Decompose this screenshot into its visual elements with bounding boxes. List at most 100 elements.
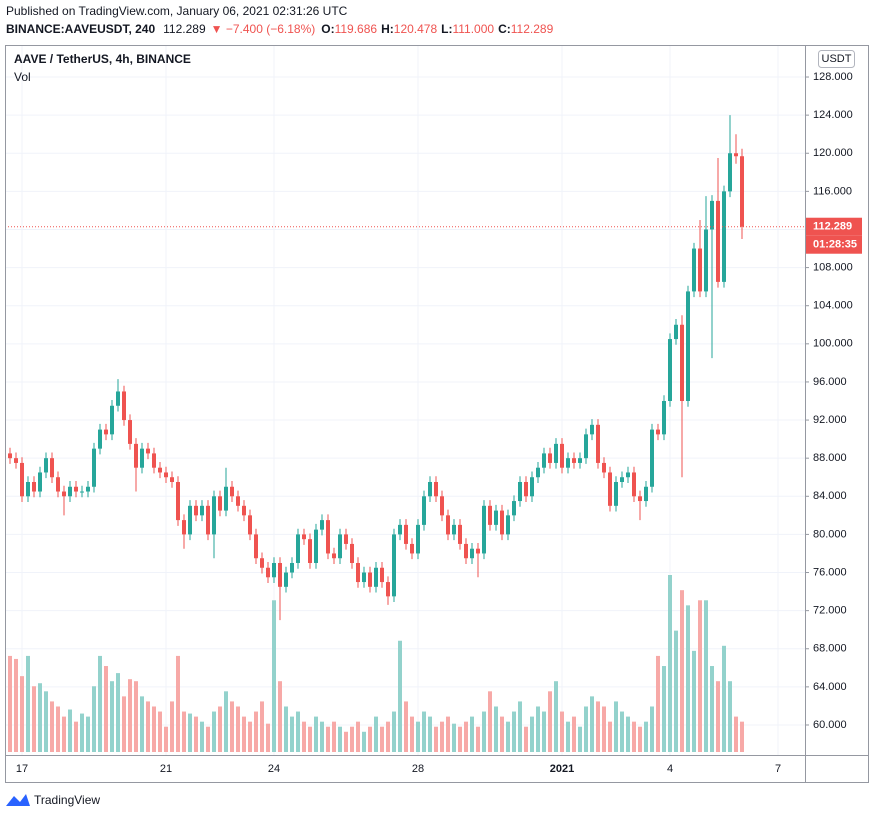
h-label: H: [381,22,394,36]
volume-bar [302,721,306,752]
volume-bar [146,701,150,752]
volume-bar [338,726,342,752]
volume-bar [188,713,192,752]
candle-body [128,420,132,444]
x-tick-label: 28 [412,763,424,775]
volume-bar [38,683,42,752]
candle-body [188,505,192,535]
candle-body [338,534,342,559]
candle-body [416,524,420,554]
candle-body [332,553,336,559]
candle-body [302,534,306,540]
volume-bar [404,701,408,752]
currency-badge [818,50,855,68]
candle-body [626,472,630,478]
candle-body [164,472,168,478]
volume-bar [614,701,618,752]
last-price-box [806,217,862,236]
candle-body [578,458,582,463]
candle-body [518,481,522,502]
candle-body [536,467,540,478]
candle-body [254,534,258,559]
candle-body [152,453,156,468]
candle-body [272,562,276,578]
volume-bar [566,721,570,752]
y-tick-label: 84.000 [813,490,847,502]
volume-bar [662,666,666,752]
c-label: C: [498,22,511,36]
last-price-label: 112.289 [813,221,852,233]
volume-bar [542,711,546,752]
candle-body [44,458,48,473]
volume-bar [512,711,516,752]
volume-bar [422,711,426,752]
volume-bar [320,721,324,752]
candle-body [404,524,408,544]
candle-body [86,486,90,492]
frame [5,45,869,783]
candle-body [572,458,576,463]
volume-bar [104,666,108,752]
volume-bar [206,726,210,752]
candle-body [308,539,312,563]
candle-body [410,543,414,554]
volume-bar [464,721,468,752]
l-label: L: [441,22,452,36]
volume-bar [632,721,636,752]
brand-logo [6,794,30,806]
candle-body [146,448,150,454]
y-tick-label: 124.000 [813,109,853,121]
candle-body [698,248,702,292]
candle-body [446,515,450,535]
volume-bar [620,711,624,752]
x-tick-label: 21 [160,763,172,775]
volume-bar [608,721,612,752]
candle-body [422,496,426,525]
volume-bar [494,706,498,752]
volume-bar [272,600,276,752]
candle-body [506,515,510,535]
volume-bar [248,721,252,752]
candle-body [266,567,270,578]
candle-body [158,467,162,473]
candle-body [194,505,198,516]
volume-bar [236,706,240,752]
volume-bar [524,726,528,752]
candle-body [98,429,102,449]
volume-bar [440,721,444,752]
volume-bar [290,716,294,752]
volume-bar [734,716,738,752]
volume-bar [548,691,552,752]
candle-body [614,481,618,506]
candle-body [14,458,18,463]
chart-title: AAVE / TetherUS, 4h, BINANCE [14,52,191,66]
volume-bar [8,655,12,752]
volume-bar [296,711,300,752]
volume-bar [626,716,630,752]
volume-bar [740,721,744,752]
candle-body [386,582,390,597]
candle-body [392,534,396,597]
volume-label: Vol [14,70,31,84]
candle-body [236,496,240,506]
volume-bar [152,706,156,752]
volume-bar [722,645,726,752]
volume-bar [476,726,480,752]
volume-bar [596,701,600,752]
y-tick-label: 120.000 [813,147,853,159]
candle-body [326,520,330,554]
change: ▼ −7.400 (−6.18%) [211,22,316,36]
volume-bar [686,605,690,752]
l-value: 111.000 [452,22,494,36]
currency: USDT [822,53,852,65]
candle-body [296,534,300,563]
candle-body [212,496,216,535]
symbol-line: BINANCE:AAVEUSDT, 240 112.289 ▼ −7.400 (−6… [6,22,554,36]
x-tick-label: 17 [16,763,28,775]
volume-bar [74,721,78,752]
candle-body [452,524,456,535]
volume-bar [110,681,114,752]
candle-body [632,472,636,497]
volume-bar [416,721,420,752]
